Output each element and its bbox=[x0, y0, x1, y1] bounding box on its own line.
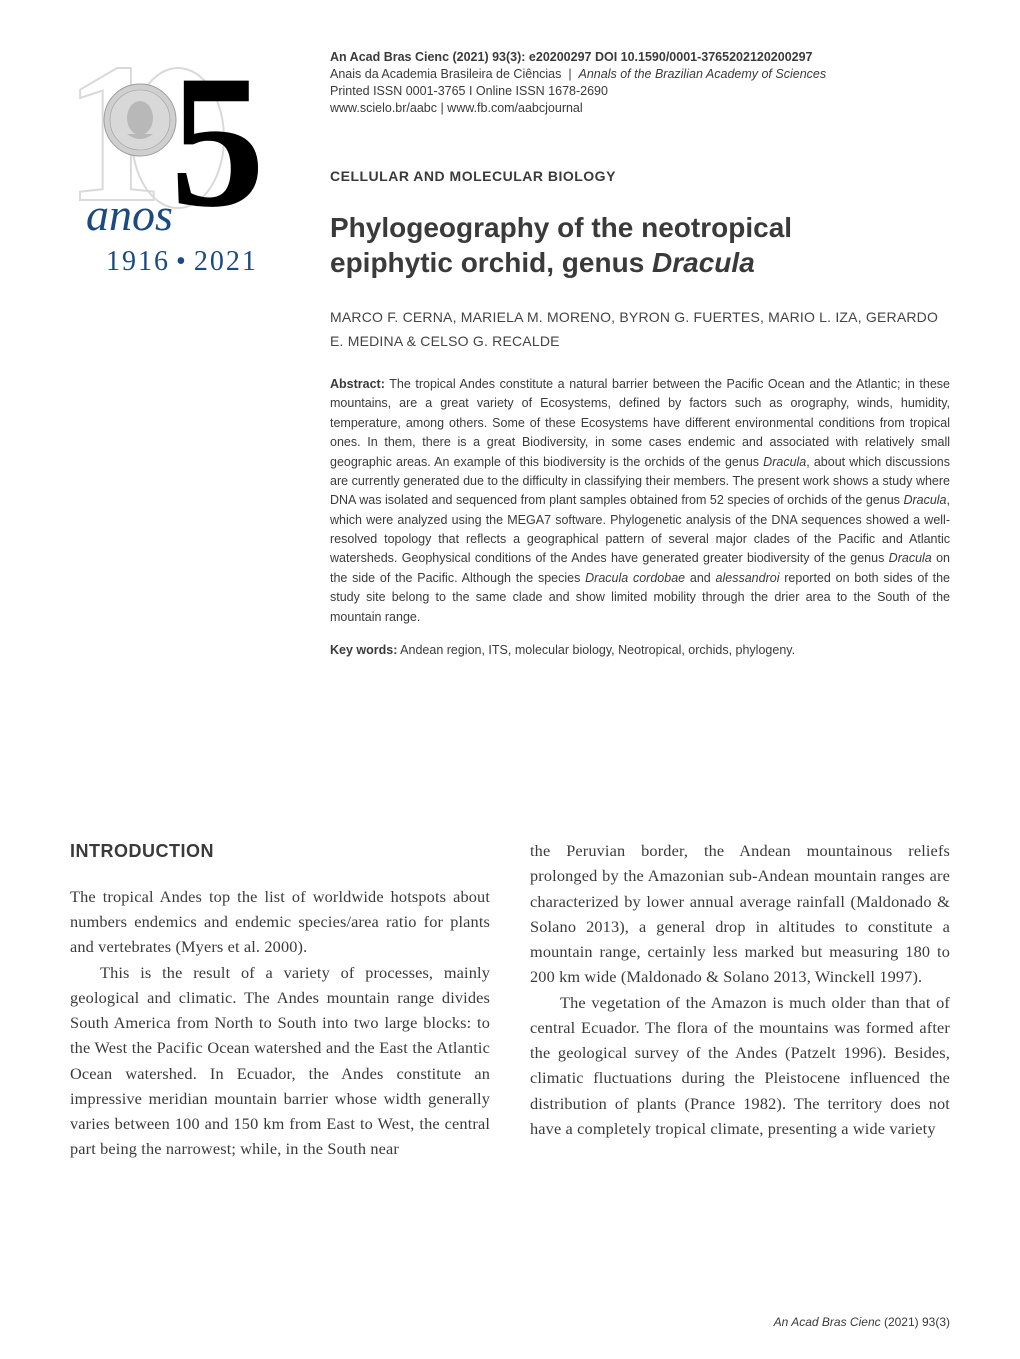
page-footer: An Acad Bras Cienc (2021) 93(3) bbox=[774, 1315, 950, 1329]
body-p1: The tropical Andes top the list of world… bbox=[70, 884, 490, 960]
abstract-block: Abstract: The tropical Andes constitute … bbox=[330, 375, 950, 660]
body-col-1: INTRODUCTION The tropical Andes top the … bbox=[70, 838, 490, 1162]
journal-links: www.scielo.br/aabc | www.fb.com/aabcjour… bbox=[330, 101, 950, 115]
body-col-2: the Peruvian border, the Andean mountain… bbox=[530, 838, 950, 1162]
logo-years: 1916•2021 bbox=[106, 246, 300, 278]
body-p2: This is the result of a variety of proce… bbox=[70, 960, 490, 1162]
title-line-2-ital: Dracula bbox=[652, 247, 755, 278]
article-title: Phylogeography of the neotropical epiphy… bbox=[330, 210, 950, 280]
abstract-label: Abstract: bbox=[330, 377, 385, 391]
logo-year-start: 1916 bbox=[106, 246, 170, 277]
journal-name-pt: Anais da Academia Brasileira de Ciências bbox=[330, 67, 561, 81]
keywords-block: Key words: Andean region, ITS, molecular… bbox=[330, 641, 950, 660]
intro-heading: INTRODUCTION bbox=[70, 838, 490, 866]
footer-journal-abbrev: An Acad Bras Cienc bbox=[774, 1315, 881, 1329]
issn-line: Printed ISSN 0001-3765 I Online ISSN 167… bbox=[330, 84, 950, 98]
journal-logo: 1 5 anos 1916•2021 bbox=[70, 50, 300, 278]
keywords-text: Andean region, ITS, molecular biology, N… bbox=[397, 643, 795, 657]
svg-text:5: 5 bbox=[170, 50, 265, 240]
body-p4: The vegetation of the Amazon is much old… bbox=[530, 990, 950, 1142]
logo-year-end: 2021 bbox=[194, 246, 258, 277]
body-two-column: INTRODUCTION The tropical Andes top the … bbox=[70, 838, 950, 1162]
journal-name-line: Anais da Academia Brasileira de Ciências… bbox=[330, 67, 950, 81]
abstract-text: Abstract: The tropical Andes constitute … bbox=[330, 375, 950, 627]
section-heading: CELLULAR AND MOLECULAR BIOLOGY bbox=[330, 168, 616, 184]
journal-name-en: Annals of the Brazilian Academy of Scien… bbox=[579, 67, 827, 81]
footer-issue: (2021) 93(3) bbox=[881, 1315, 950, 1329]
title-line-2-plain: epiphytic orchid, genus bbox=[330, 247, 652, 278]
authors-list: MARCO F. CERNA, MARIELA M. MORENO, BYRON… bbox=[330, 306, 950, 354]
logo-svg: 1 5 anos bbox=[70, 50, 300, 240]
keywords-label: Key words: bbox=[330, 643, 397, 657]
body-p3: the Peruvian border, the Andean mountain… bbox=[530, 838, 950, 990]
logo-anos-text: anos bbox=[86, 189, 173, 240]
journal-meta-block: An Acad Bras Cienc (2021) 93(3): e202002… bbox=[330, 50, 950, 115]
citation-line: An Acad Bras Cienc (2021) 93(3): e202002… bbox=[330, 50, 950, 64]
title-line-1: Phylogeography of the neotropical bbox=[330, 212, 792, 243]
